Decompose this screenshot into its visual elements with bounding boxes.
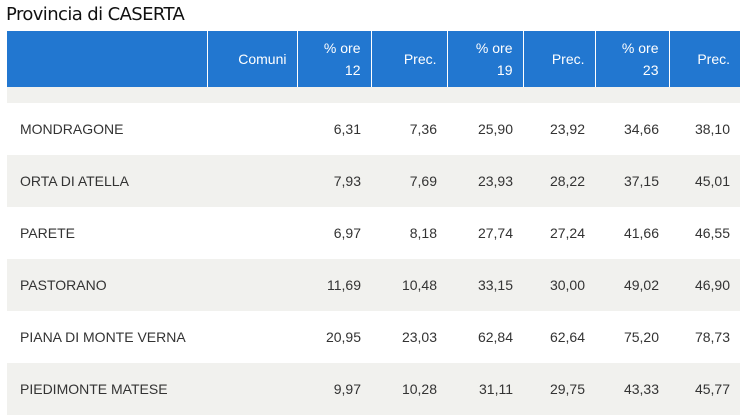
results-table: Comuni% ore 12 Prec.% ore 19 Prec.% ore 23 Pre… (7, 31, 740, 415)
table-cell: 7,93 (297, 155, 371, 207)
table-cell: 11,69 (297, 259, 371, 311)
column-header: Comuni (206, 31, 297, 87)
table-cell: 38,10 (669, 103, 740, 155)
table-cell: 33,15 (447, 259, 523, 311)
table-cell: 30,00 (523, 259, 595, 311)
table-cell (207, 311, 297, 363)
table-cell: 9,97 (297, 363, 371, 415)
table-cell: 7,69 (371, 155, 447, 207)
comune-name: ORTA DI ATELLA (7, 155, 207, 207)
table-cell: 37,15 (595, 155, 669, 207)
table-cell: 45,01 (669, 155, 740, 207)
table-cell (207, 103, 297, 155)
table-cell (207, 155, 297, 207)
table-cell: 29,75 (523, 363, 595, 415)
table-cell (207, 207, 297, 259)
table-cell: 62,84 (447, 311, 523, 363)
table-cell: 46,90 (669, 259, 740, 311)
comune-name: PIANA DI MONTE VERNA (7, 311, 207, 363)
table-cell: 78,73 (669, 311, 740, 363)
column-header: % ore 23 (594, 31, 669, 87)
table-row: PARETE 6,97 8,18 27,74 27,24 41,66 46,55 (7, 207, 740, 259)
table-row: PIEDIMONTE MATESE 9,97 10,28 31,11 29,75 43,3… (7, 363, 740, 415)
table-cell: 7,36 (371, 103, 447, 155)
table-cell: 49,02 (595, 259, 669, 311)
table-cell: 20,95 (297, 311, 371, 363)
table-cell: 45,77 (669, 363, 740, 415)
table-cell: 28,22 (523, 155, 595, 207)
table-cell: 62,64 (523, 311, 595, 363)
comune-name: PIEDIMONTE MATESE (7, 363, 207, 415)
table-cell: 43,33 (595, 363, 669, 415)
table-cell: 23,92 (523, 103, 595, 155)
table-cell: 6,31 (297, 103, 371, 155)
table-cell: 25,90 (447, 103, 523, 155)
table-cell: 31,11 (447, 363, 523, 415)
table-cell: 23,03 (371, 311, 447, 363)
table-cell: 75,20 (595, 311, 669, 363)
table-cell: 10,28 (371, 363, 447, 415)
column-header: Prec. (668, 31, 740, 87)
table-cell: 27,74 (447, 207, 523, 259)
table-cell: 41,66 (595, 207, 669, 259)
table-cell: 6,97 (297, 207, 371, 259)
table-cell: 27,24 (523, 207, 595, 259)
table-cell: 34,66 (595, 103, 669, 155)
table-row: PIANA DI MONTE VERNA 20,95 23,03 62,84 62,64… (7, 311, 740, 363)
header-row: Comuni% ore 12 Prec.% ore 19 Prec.% ore 23 Pre… (7, 31, 740, 87)
table-cell (207, 259, 297, 311)
page-title: Provincia di CASERTA (6, 4, 185, 25)
spacer-row (7, 87, 740, 103)
table-row: MONDRAGONE 6,31 7,36 25,90 23,92 34,66 38,10 (7, 103, 740, 155)
column-header: % ore 12 (296, 31, 371, 87)
spacer-cell (7, 87, 740, 103)
table-cell: 10,48 (371, 259, 447, 311)
table-row: PASTORANO 11,69 10,48 33,15 30,00 49,02 46,90 (7, 259, 740, 311)
table-cell: 8,18 (371, 207, 447, 259)
column-header: Prec. (370, 31, 447, 87)
comune-name: PASTORANO (7, 259, 207, 311)
table-row: ORTA DI ATELLA 7,93 7,69 23,93 28,22 37,15 45,… (7, 155, 740, 207)
column-header (7, 31, 207, 87)
table-cell (207, 363, 297, 415)
column-header: Prec. (522, 31, 595, 87)
table-cell: 46,55 (669, 207, 740, 259)
table-cell: 23,93 (447, 155, 523, 207)
comune-name: PARETE (7, 207, 207, 259)
column-header: % ore 19 (446, 31, 523, 87)
comune-name: MONDRAGONE (7, 103, 207, 155)
